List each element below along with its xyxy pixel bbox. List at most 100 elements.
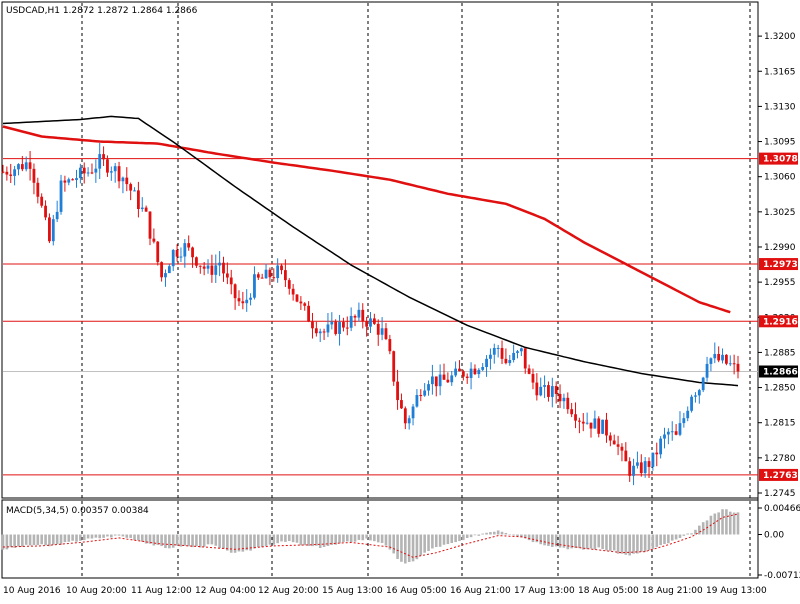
candle-body xyxy=(82,167,86,174)
candle-body xyxy=(473,368,477,375)
macd-bar xyxy=(94,534,98,538)
macd-bar xyxy=(24,534,28,545)
candle-body xyxy=(140,207,144,210)
candle xyxy=(682,412,686,428)
candle-body xyxy=(51,219,55,242)
price-tick-label: 1.2955 xyxy=(764,278,796,288)
macd-bar xyxy=(423,534,426,553)
candle xyxy=(461,369,465,381)
macd-bar xyxy=(469,534,473,538)
candle-body xyxy=(256,274,260,278)
candle xyxy=(40,193,44,208)
candle xyxy=(636,451,639,469)
candle xyxy=(202,261,206,276)
macd-bar xyxy=(694,529,697,535)
candle xyxy=(345,316,349,336)
candle xyxy=(206,259,210,274)
candle xyxy=(322,328,326,341)
macd-bar xyxy=(342,534,345,543)
macd-bar xyxy=(55,534,59,545)
candle xyxy=(260,273,264,279)
candle-body xyxy=(489,354,492,359)
candle xyxy=(183,239,187,268)
candle-body xyxy=(113,166,117,172)
macd-bar xyxy=(512,534,515,536)
candle xyxy=(566,392,570,414)
candle-body xyxy=(307,305,311,322)
candle xyxy=(249,293,252,306)
time-tick-label: 10 Aug 2016 xyxy=(3,586,61,596)
candle xyxy=(643,457,647,478)
macd-bar xyxy=(326,534,330,547)
macd-bar xyxy=(562,534,566,548)
candle-body xyxy=(481,367,485,370)
macd-bar xyxy=(574,534,577,549)
candle xyxy=(407,415,411,430)
candle-body xyxy=(380,328,384,335)
macd-bar xyxy=(353,534,357,542)
candle-body xyxy=(597,418,601,434)
candle-body xyxy=(732,363,736,365)
macd-bar xyxy=(400,534,403,562)
macd-bar xyxy=(736,512,740,535)
macd-bar xyxy=(63,534,67,543)
candle-body xyxy=(264,269,268,279)
macd-bar xyxy=(616,534,620,554)
candle xyxy=(67,177,71,186)
macd-bar xyxy=(129,534,132,539)
macd-bar xyxy=(419,534,423,556)
candle-body xyxy=(86,172,90,174)
candle-body xyxy=(442,374,446,380)
macd-bar xyxy=(667,534,670,544)
candle xyxy=(647,457,651,479)
macd-bar xyxy=(388,534,392,550)
candle-body xyxy=(342,322,345,328)
macd-bar xyxy=(396,534,399,559)
macd-bar xyxy=(686,533,690,535)
candle xyxy=(512,344,516,363)
candle xyxy=(280,263,283,275)
macd-bar xyxy=(458,534,461,542)
candle xyxy=(106,155,109,177)
candle-body xyxy=(283,270,287,281)
candle xyxy=(129,182,133,201)
macd-bar xyxy=(728,511,732,535)
candle-body xyxy=(314,328,318,334)
candle-body xyxy=(32,168,36,183)
macd-bar xyxy=(442,534,446,545)
price-tick-label: 1.2990 xyxy=(764,243,796,253)
symbol-header: USDCAD,H1 1.2872 1.2872 1.2864 1.2866 xyxy=(6,6,198,16)
candle xyxy=(500,340,504,365)
candle xyxy=(601,419,605,435)
candle-body xyxy=(102,154,105,160)
candle xyxy=(167,264,171,274)
candle-body xyxy=(71,179,75,181)
macd-bar xyxy=(496,530,500,535)
candle-body xyxy=(187,243,191,248)
macd-bar xyxy=(539,534,543,545)
candle-body xyxy=(311,321,314,329)
candle xyxy=(516,350,519,359)
macd-bar xyxy=(175,534,179,546)
candle-body xyxy=(202,266,206,269)
candle-body xyxy=(585,422,589,424)
candle-body xyxy=(295,294,299,302)
candle-body xyxy=(396,381,399,401)
candle-body xyxy=(527,368,531,374)
candle-body xyxy=(574,414,577,421)
price-tick-label: 1.2850 xyxy=(764,384,796,394)
macd-bar xyxy=(311,534,314,547)
macd-bar xyxy=(322,534,326,547)
macd-bar xyxy=(404,534,407,564)
candle xyxy=(175,244,179,262)
macd-bar xyxy=(581,534,585,550)
macd-bar xyxy=(717,512,720,535)
candle xyxy=(639,454,643,477)
time-tick-label: 16 Aug 21:00 xyxy=(450,586,511,596)
macd-bar xyxy=(32,534,36,546)
macd-bar xyxy=(450,534,454,543)
candle-body xyxy=(218,262,222,266)
candle-body xyxy=(446,379,450,383)
